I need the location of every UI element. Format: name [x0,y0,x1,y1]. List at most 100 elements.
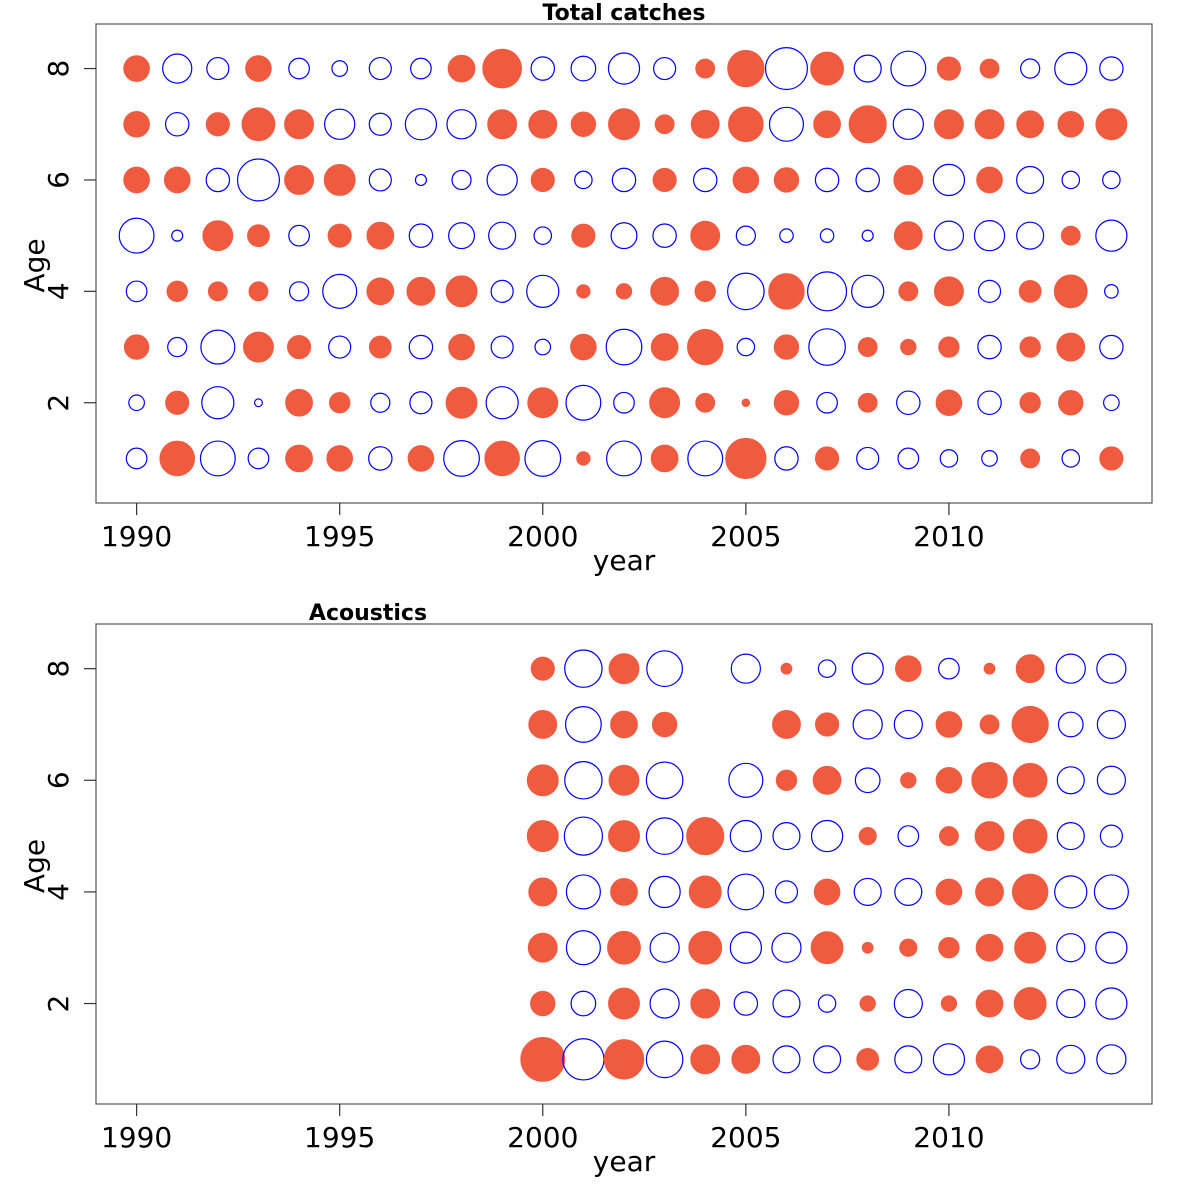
positive-residual-bubble [571,223,596,248]
negative-residual-bubble [118,217,155,254]
x-tick-label: 2005 [710,520,781,553]
negative-residual-bubble [1056,766,1085,795]
positive-residual-bubble [1018,279,1042,303]
positive-residual-bubble [1011,873,1049,911]
panel-1: Total catches 1990 1995 2000 2005 2010 2 4 6 8 yea… [18,1,1153,577]
positive-residual-bubble [856,1047,880,1071]
negative-residual-bubble [816,391,838,414]
positive-residual-bubble [610,878,638,906]
negative-residual-bubble [611,167,637,193]
positive-residual-bubble [615,283,633,300]
negative-residual-bubble [1096,1044,1127,1075]
positive-residual-bubble [772,710,801,739]
positive-residual-bubble [974,821,1005,852]
negative-residual-bubble [570,990,597,1017]
negative-residual-bubble [490,279,514,303]
positive-residual-bubble [893,221,923,251]
negative-residual-bubble [288,224,310,247]
positive-residual-bubble [445,275,478,308]
negative-residual-bubble [533,226,553,245]
negative-residual-bubble [570,55,597,82]
positive-residual-bubble [530,656,555,681]
y-axis-label: Age [18,238,51,292]
positive-residual-bubble [899,938,918,957]
positive-residual-bubble [813,110,841,139]
positive-residual-bubble [650,444,679,473]
positive-residual-bubble [979,714,1000,735]
positive-residual-bubble [1020,448,1041,469]
y-axis-label: Age [18,839,51,893]
positive-residual-bubble [1019,336,1041,358]
positive-residual-bubble [810,931,844,965]
negative-residual-bubble [855,167,880,193]
positive-residual-bubble [857,392,878,413]
negative-residual-bubble [779,228,794,243]
positive-residual-bubble [686,817,725,856]
negative-residual-bubble [646,650,684,688]
negative-residual-bubble [288,57,310,80]
negative-residual-bubble [896,390,921,416]
y-tick-label: 4 [42,883,75,901]
negative-residual-bubble [977,279,1002,303]
negative-residual-bubble [645,761,684,800]
negative-residual-bubble [199,440,236,477]
positive-residual-bubble [731,1044,761,1074]
negative-residual-bubble [1056,822,1085,851]
negative-residual-bubble [852,709,883,740]
positive-residual-bubble [651,711,678,738]
positive-residual-bubble [326,445,353,472]
x-tick-label: 2005 [710,1121,781,1154]
negative-residual-bubble [764,47,809,91]
positive-residual-bubble [520,1036,566,1082]
positive-residual-bubble [895,655,922,682]
negative-residual-bubble [451,169,472,191]
negative-residual-bubble [236,158,281,202]
negative-residual-bubble [1057,711,1084,738]
positive-residual-bubble [695,392,716,413]
negative-residual-bubble [890,50,927,87]
negative-residual-bubble [736,337,756,357]
negative-residual-bubble [645,1040,684,1079]
positive-residual-bubble [366,277,395,306]
negative-residual-bubble [1099,334,1124,360]
positive-residual-bubble [725,437,767,480]
y-tick-label: 6 [42,771,75,789]
positive-residual-bubble [812,765,842,795]
negative-residual-bubble [939,449,959,468]
negative-residual-bubble [977,390,1002,416]
positive-residual-bubble [123,110,150,138]
positive-residual-bubble [447,54,476,83]
positive-residual-bubble [936,56,961,81]
negative-residual-bubble [854,767,881,794]
chart-title: Acoustics [309,601,427,626]
negative-residual-bubble [486,164,518,196]
negative-residual-bubble [490,335,514,359]
negative-residual-bubble [162,53,193,84]
x-tick-label: 2010 [913,1121,984,1154]
positive-residual-bubble [975,877,1004,907]
positive-residual-bubble [1013,987,1047,1020]
y-tick-label: 2 [42,995,75,1013]
negative-residual-bubble [1095,987,1128,1020]
negative-residual-bubble [861,229,874,242]
negative-residual-bubble [607,52,641,85]
positive-residual-bubble [487,109,518,140]
positive-residual-bubble [528,109,558,139]
negative-residual-bubble [564,706,602,743]
positive-residual-bubble [1016,110,1045,139]
positive-residual-bubble [1019,392,1041,414]
negative-residual-bubble [729,931,763,964]
negative-residual-bubble [892,108,924,140]
bubbles [118,47,1128,480]
x-tick-label: 1990 [101,520,172,553]
positive-residual-bubble [690,988,721,1019]
negative-residual-bubble [247,447,270,470]
negative-residual-bubble [730,653,761,684]
positive-residual-bubble [608,764,640,796]
positive-residual-bubble [1053,274,1088,309]
negative-residual-bubble [409,391,433,415]
positive-residual-bubble [284,165,315,195]
negative-residual-bubble [933,220,965,251]
negative-residual-bubble [125,447,148,470]
positive-residual-bubble [576,451,591,466]
